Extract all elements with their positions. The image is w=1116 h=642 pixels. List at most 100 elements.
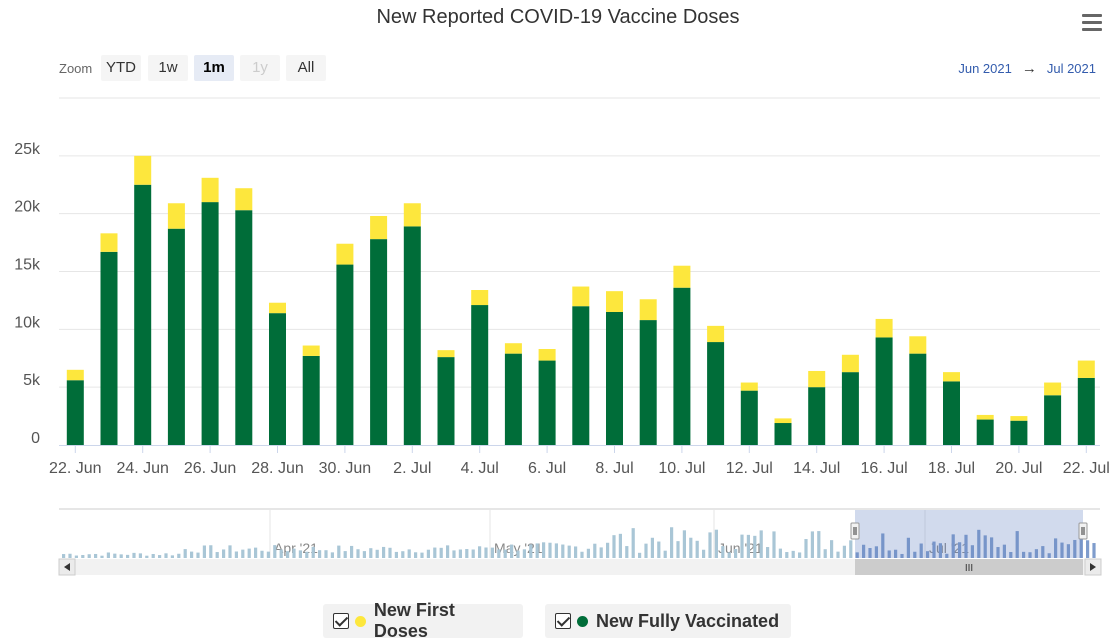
- checkbox-icon[interactable]: [333, 613, 349, 629]
- bar-fully-vaccinated[interactable]: [841, 372, 859, 445]
- bar-fully-vaccinated[interactable]: [774, 423, 792, 445]
- bar-fully-vaccinated[interactable]: [269, 313, 286, 445]
- bar-first-doses[interactable]: [471, 290, 489, 306]
- x-tick-label: 6. Jul: [528, 460, 566, 477]
- zoom-ytd-button[interactable]: YTD: [101, 55, 141, 81]
- bar-first-doses[interactable]: [606, 291, 623, 312]
- navigator-mini-bar: [958, 542, 962, 558]
- scrollbar-grip-icon: III: [965, 563, 973, 574]
- bar-first-doses[interactable]: [538, 348, 556, 361]
- bar-fully-vaccinated[interactable]: [943, 381, 960, 445]
- range-to[interactable]: Jul 2021: [1046, 61, 1096, 76]
- zoom-all-button[interactable]: All: [286, 55, 326, 81]
- bar-first-doses[interactable]: [504, 343, 522, 354]
- navigator-mini-bar: [586, 548, 590, 558]
- bar-first-doses[interactable]: [336, 243, 354, 265]
- bar-fully-vaccinated[interactable]: [909, 353, 927, 445]
- bar-fully-vaccinated[interactable]: [336, 264, 354, 445]
- bar-fully-vaccinated[interactable]: [370, 239, 388, 445]
- navigator-mini-bar: [625, 546, 629, 558]
- bar-fully-vaccinated[interactable]: [302, 355, 320, 445]
- navigator-mini-bar: [452, 550, 456, 558]
- bar-first-doses[interactable]: [201, 177, 219, 203]
- bar-fully-vaccinated[interactable]: [134, 184, 152, 445]
- bar-fully-vaccinated[interactable]: [707, 342, 725, 445]
- bar-first-doses[interactable]: [134, 155, 152, 185]
- legend-item-fully-vaccinated[interactable]: New Fully Vaccinated: [545, 604, 791, 638]
- bar-fully-vaccinated[interactable]: [606, 311, 623, 445]
- navigator-mini-bar: [638, 552, 642, 558]
- navigator-mini-bar: [414, 552, 418, 558]
- navigator-mini-bar: [68, 553, 72, 558]
- bar-fully-vaccinated[interactable]: [875, 337, 893, 445]
- bar-first-doses[interactable]: [1077, 360, 1095, 378]
- bar-first-doses[interactable]: [774, 418, 792, 424]
- bar-first-doses[interactable]: [100, 233, 118, 252]
- bar-fully-vaccinated[interactable]: [1077, 377, 1095, 445]
- bar-first-doses[interactable]: [403, 203, 421, 227]
- bar-first-doses[interactable]: [572, 286, 590, 307]
- navigator-mini-bar: [554, 543, 558, 558]
- scrollbar-thumb[interactable]: [855, 559, 1083, 575]
- bar-first-doses[interactable]: [943, 372, 960, 382]
- zoom-1w-button[interactable]: 1w: [148, 55, 188, 81]
- bar-fully-vaccinated[interactable]: [504, 353, 522, 445]
- bar-first-doses[interactable]: [976, 414, 994, 420]
- bar-first-doses[interactable]: [66, 369, 84, 381]
- bar-fully-vaccinated[interactable]: [740, 390, 758, 445]
- navigator-mini-bar: [804, 539, 808, 558]
- navigator-mini-bar: [945, 553, 949, 558]
- legend-label: New First Doses: [373, 600, 455, 641]
- navigator-mini-bar: [100, 555, 104, 558]
- navigator-handle[interactable]: [850, 522, 860, 540]
- bar-fully-vaccinated[interactable]: [100, 251, 118, 445]
- bar-first-doses[interactable]: [269, 302, 286, 314]
- bar-fully-vaccinated[interactable]: [976, 419, 994, 445]
- bar-first-doses[interactable]: [235, 188, 253, 211]
- bar-first-doses[interactable]: [1044, 382, 1062, 396]
- checkbox-icon[interactable]: [555, 613, 571, 629]
- bar-first-doses[interactable]: [673, 265, 691, 288]
- bar-fully-vaccinated[interactable]: [673, 287, 691, 445]
- bar-fully-vaccinated[interactable]: [403, 226, 421, 445]
- bar-fully-vaccinated[interactable]: [235, 210, 253, 445]
- bar-first-doses[interactable]: [875, 318, 893, 338]
- bar-first-doses[interactable]: [302, 345, 320, 356]
- bar-first-doses[interactable]: [707, 325, 725, 343]
- bar-fully-vaccinated[interactable]: [1010, 420, 1028, 445]
- navigator-mini-bar: [855, 552, 859, 558]
- navigator-selection[interactable]: [855, 510, 1083, 558]
- legend-dot-icon: [577, 615, 588, 627]
- bar-first-doses[interactable]: [370, 215, 388, 240]
- scrollbar-track[interactable]: [59, 559, 1101, 575]
- navigator-mini-bar: [689, 537, 693, 558]
- bar-fully-vaccinated[interactable]: [639, 320, 657, 445]
- bar-first-doses[interactable]: [167, 203, 185, 229]
- bar-first-doses[interactable]: [808, 370, 826, 388]
- bar-first-doses[interactable]: [1010, 416, 1028, 421]
- bar-first-doses[interactable]: [740, 382, 758, 391]
- zoom-1m-button[interactable]: 1m: [194, 55, 234, 81]
- bar-first-doses[interactable]: [639, 299, 657, 321]
- bar-fully-vaccinated[interactable]: [1044, 395, 1062, 445]
- hamburger-menu-icon[interactable]: [1082, 14, 1102, 32]
- bar-first-doses[interactable]: [909, 336, 927, 354]
- zoom-1y-button: 1y: [240, 55, 280, 81]
- legend-item-first-doses[interactable]: New First Doses: [323, 600, 523, 641]
- navigator-handle[interactable]: [1078, 522, 1088, 540]
- bar-fully-vaccinated[interactable]: [66, 380, 84, 445]
- bar-fully-vaccinated[interactable]: [538, 360, 556, 445]
- y-tick-label: 5k: [23, 372, 41, 389]
- navigator-mini-bar: [612, 535, 616, 558]
- bar-first-doses[interactable]: [841, 354, 859, 373]
- bar-fully-vaccinated[interactable]: [437, 357, 455, 445]
- bar-first-doses[interactable]: [437, 350, 455, 358]
- bar-fully-vaccinated[interactable]: [572, 306, 590, 445]
- bar-fully-vaccinated[interactable]: [471, 305, 489, 445]
- bar-fully-vaccinated[interactable]: [808, 387, 826, 445]
- range-from[interactable]: Jun 2021: [958, 61, 1012, 76]
- navigator-mini-bar: [215, 552, 219, 558]
- bar-fully-vaccinated[interactable]: [167, 228, 185, 445]
- bar-fully-vaccinated[interactable]: [201, 202, 219, 445]
- navigator-mini-bar: [74, 555, 78, 558]
